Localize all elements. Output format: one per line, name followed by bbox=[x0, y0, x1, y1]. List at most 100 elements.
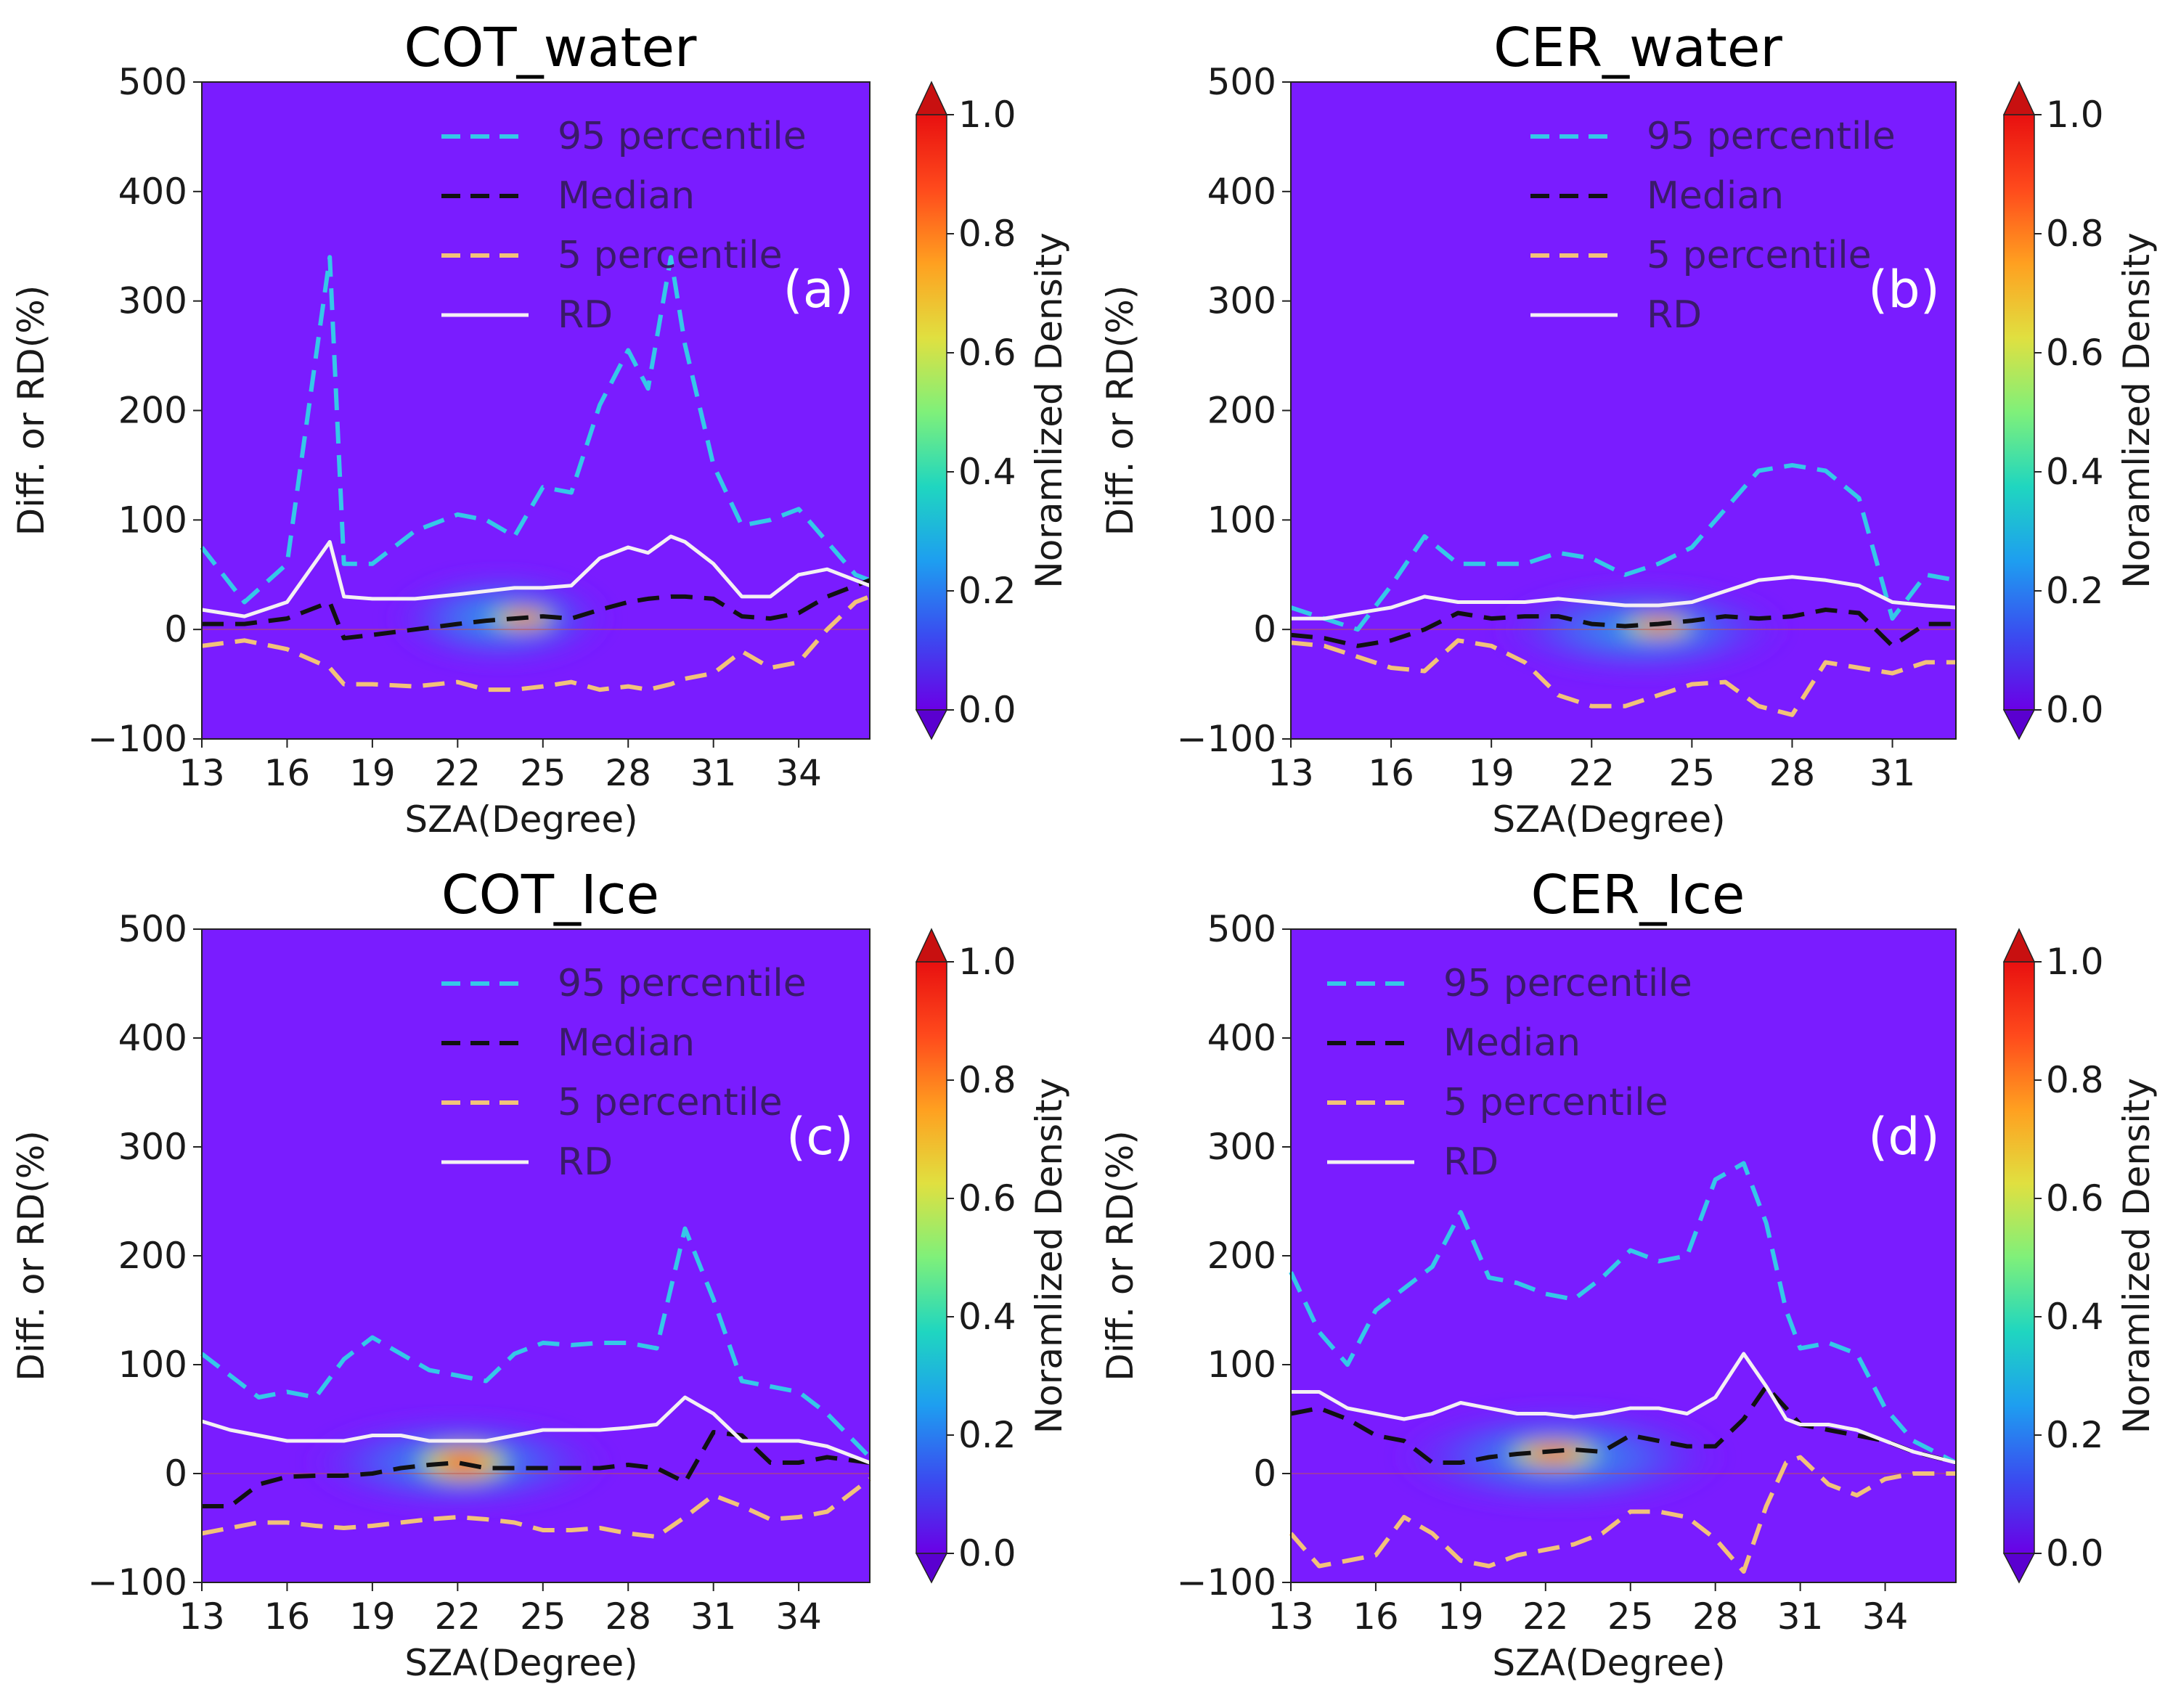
x-tick-label: 19 bbox=[1468, 752, 1514, 794]
y-tick-label: 200 bbox=[118, 1235, 187, 1277]
legend-label: Median bbox=[558, 1021, 695, 1065]
colorbar-tick-label: 0.0 bbox=[2046, 1532, 2104, 1574]
y-tick-label: 500 bbox=[1207, 908, 1276, 950]
chart-panel: −100 0 100 200 300 400 500 13 16 19 22 25 28 31 34 COT_… bbox=[10, 17, 1070, 841]
colorbar-tick-label: 0.8 bbox=[2046, 213, 2104, 255]
x-tick-label: 13 bbox=[179, 1595, 225, 1638]
legend-label: 95 percentile bbox=[1443, 962, 1692, 1005]
colorbar-bar bbox=[916, 114, 947, 711]
series-line-p5 bbox=[1290, 638, 1956, 717]
colorbar-extend-bottom bbox=[2002, 1553, 2036, 1584]
y-tick-label: 400 bbox=[1207, 171, 1276, 213]
chart-panel: −100 0 100 200 300 400 500 13 16 19 22 25 28 31 34 COT_… bbox=[10, 864, 1070, 1684]
panel-label: (d) bbox=[1868, 1107, 1940, 1166]
y-tick-label: 500 bbox=[118, 908, 187, 950]
y-axis-label: Diff. or RD(%) bbox=[1099, 285, 1141, 536]
y-tick-label: 0 bbox=[1253, 1452, 1276, 1495]
colorbar-extend-bottom bbox=[915, 1553, 948, 1584]
density-field bbox=[1390, 1402, 1730, 1512]
series-line-rd bbox=[1291, 575, 1957, 621]
y-tick-label: −100 bbox=[88, 718, 187, 760]
colorbar-label: Noramlized Density bbox=[2116, 1078, 2158, 1434]
x-tick-label: 19 bbox=[1438, 1595, 1484, 1638]
colorbar-tick-label: 0.4 bbox=[958, 1296, 1016, 1338]
colorbar-tick-label: 0.6 bbox=[958, 332, 1016, 374]
x-tick-label: 22 bbox=[1568, 752, 1615, 794]
x-tick-label: 16 bbox=[1368, 752, 1414, 794]
x-tick-label: 22 bbox=[1522, 1595, 1569, 1638]
colorbar-tick-label: 0.2 bbox=[958, 1414, 1016, 1456]
legend-label: 5 percentile bbox=[1647, 234, 1872, 277]
colorbar-tick-label: 1.0 bbox=[958, 941, 1016, 983]
series-line-median bbox=[1290, 608, 1956, 648]
colorbar-tick-label: 0.6 bbox=[2046, 332, 2104, 374]
legend-label: Median bbox=[558, 174, 695, 218]
colorbar-tick-label: 0.8 bbox=[2046, 1059, 2104, 1101]
colorbar-tick-label: 0.2 bbox=[2046, 1414, 2104, 1456]
y-tick-label: −100 bbox=[1177, 718, 1276, 760]
chart-panel: −100 0 100 200 300 400 500 13 16 19 22 25 28 31 CER_wa… bbox=[1099, 17, 2158, 841]
legend-label: RD bbox=[558, 293, 613, 337]
y-tick-label: 200 bbox=[1207, 1235, 1276, 1277]
series-line-p5 bbox=[1289, 1455, 1956, 1574]
x-tick-label: 22 bbox=[435, 752, 481, 794]
colorbar-tick-label: 0.2 bbox=[958, 570, 1016, 612]
x-tick-label: 25 bbox=[1607, 1595, 1654, 1638]
colorbar-extend-bottom bbox=[915, 709, 948, 740]
x-tick-label: 13 bbox=[1268, 752, 1314, 794]
x-tick-label: 31 bbox=[690, 752, 737, 794]
density-field bbox=[386, 569, 614, 668]
y-tick-label: −100 bbox=[88, 1561, 187, 1603]
colorbar-tick-label: 0.0 bbox=[958, 1532, 1016, 1574]
colorbar-tick-label: 1.0 bbox=[2046, 94, 2104, 136]
colorbar-tick-label: 0.6 bbox=[958, 1177, 1016, 1219]
x-tick-label: 22 bbox=[435, 1595, 481, 1638]
y-tick-label: 100 bbox=[1207, 1344, 1276, 1386]
legend: 95 percentile Median 5 percentile RD bbox=[1327, 962, 1692, 1184]
y-tick-label: 300 bbox=[1207, 280, 1276, 322]
y-tick-label: 0 bbox=[1253, 608, 1276, 650]
colorbar-tick-label: 1.0 bbox=[958, 94, 1016, 136]
x-tick-label: 25 bbox=[520, 1595, 566, 1638]
colorbar-tick-label: 0.4 bbox=[2046, 451, 2104, 493]
colorbar-tick-label: 0.0 bbox=[2046, 689, 2104, 731]
legend-label: 95 percentile bbox=[558, 962, 807, 1005]
x-tick-label: 31 bbox=[1870, 752, 1916, 794]
series-line-p5 bbox=[201, 594, 871, 692]
series-line-rd bbox=[201, 534, 871, 618]
series-line-p95 bbox=[1289, 1161, 1957, 1465]
series-line-p95 bbox=[200, 1226, 872, 1459]
colorbar-extend-top bbox=[2002, 928, 2036, 963]
y-tick-label: 300 bbox=[118, 280, 187, 322]
colorbar: 0.0 0.2 0.4 0.6 0.8 1.0 Noramlized Density bbox=[915, 928, 1070, 1584]
x-tick-label: 31 bbox=[690, 1595, 737, 1638]
colorbar-label: Noramlized Density bbox=[2116, 232, 2158, 588]
legend: 95 percentile Median 5 percentile RD bbox=[441, 115, 807, 337]
chart-title: CER_Ice bbox=[1531, 864, 1745, 926]
panel-label: (c) bbox=[786, 1107, 854, 1166]
density-blob bbox=[1615, 613, 1703, 640]
y-tick-label: −100 bbox=[1177, 1561, 1276, 1603]
colorbar-label: Noramlized Density bbox=[1028, 232, 1070, 588]
x-tick-label: 13 bbox=[179, 752, 225, 794]
colorbar-extend-bottom bbox=[2002, 709, 2036, 740]
y-tick-label: 100 bbox=[118, 1344, 187, 1386]
x-tick-label: 19 bbox=[349, 752, 396, 794]
colorbar-tick-label: 0.8 bbox=[958, 1059, 1016, 1101]
y-tick-label: 0 bbox=[164, 1452, 187, 1495]
x-tick-label: 13 bbox=[1268, 1595, 1314, 1638]
x-tick-label: 16 bbox=[1353, 1595, 1399, 1638]
density-blob bbox=[1497, 1437, 1611, 1471]
chart-title: CER_water bbox=[1493, 17, 1782, 79]
y-axis-label: Diff. or RD(%) bbox=[10, 285, 52, 536]
legend-label: RD bbox=[558, 1140, 613, 1184]
y-tick-label: 100 bbox=[1207, 499, 1276, 541]
y-tick-label: 400 bbox=[1207, 1017, 1276, 1059]
legend-label: 95 percentile bbox=[1647, 115, 1896, 158]
colorbar-bar bbox=[2003, 961, 2035, 1554]
colorbar-tick-label: 0.0 bbox=[958, 689, 1016, 731]
chart-title: COT_Ice bbox=[441, 864, 659, 926]
colorbar: 0.0 0.2 0.4 0.6 0.8 1.0 Noramlized Density bbox=[915, 81, 1070, 740]
series-line-p95 bbox=[1290, 462, 1957, 632]
